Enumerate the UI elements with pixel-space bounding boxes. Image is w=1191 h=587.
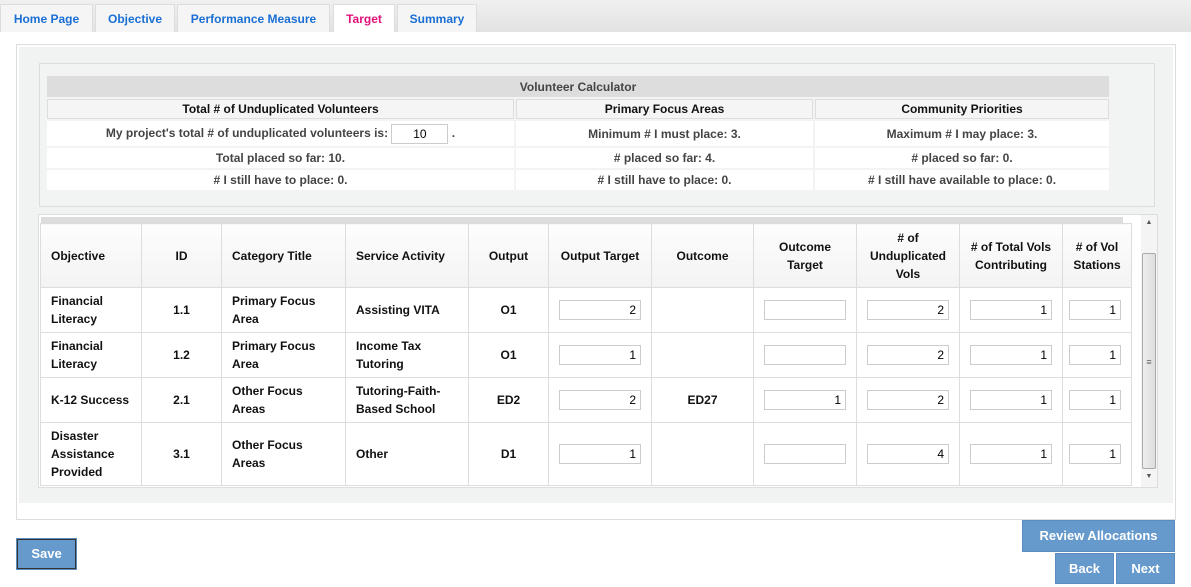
outcome-target-input[interactable] <box>764 444 846 464</box>
community-placed: # placed so far: 0. <box>815 148 1109 168</box>
outcome-cell <box>651 422 754 486</box>
stations-input[interactable] <box>1069 444 1121 464</box>
tab-performance-measure[interactable]: Performance Measure <box>177 4 330 32</box>
output-cell: O1 <box>468 287 549 333</box>
total-vols-input[interactable] <box>970 300 1052 320</box>
primary-placed: # placed so far: 4. <box>516 148 813 168</box>
category-cell: Other Focus Areas <box>221 422 346 486</box>
id-cell: 2.1 <box>141 377 222 423</box>
col-output-target: Output Target <box>548 223 652 288</box>
outcome-cell <box>651 287 754 333</box>
outcome-target-input[interactable] <box>764 300 846 320</box>
unduplicated-input[interactable] <box>867 345 949 365</box>
total-vols-input[interactable] <box>970 345 1052 365</box>
output-cell: O1 <box>468 332 549 378</box>
activity-cell: Other <box>345 422 469 486</box>
vertical-scrollbar[interactable]: ▲ ≡ ▼ <box>1141 215 1157 487</box>
tab-summary[interactable]: Summary <box>397 4 477 32</box>
table-row: K-12 Success 2.1 Other Focus Areas Tutoring… <box>40 377 1132 423</box>
total-vols-input[interactable] <box>970 444 1052 464</box>
category-cell: Primary Focus Area <box>221 287 346 333</box>
id-cell: 1.2 <box>141 332 222 378</box>
activity-cell: Income Tax Tutoring <box>345 332 469 378</box>
total-volunteers-input[interactable] <box>391 123 449 144</box>
total-suffix: . <box>451 125 456 140</box>
id-cell: 3.1 <box>141 422 222 486</box>
header-community-priorities: Community Priorities <box>815 99 1109 119</box>
table-row: Disaster Assistance Provided 3.1 Other Foc… <box>40 422 1132 486</box>
col-total-vols: # of Total Vols Contributing <box>959 223 1063 288</box>
category-cell: Other Focus Areas <box>221 377 346 423</box>
total-placed: Total placed so far: 10. <box>47 148 514 168</box>
table-row: Financial Literacy 1.2 Primary Focus Area I… <box>40 332 1132 378</box>
col-id: ID <box>141 223 222 288</box>
outcome-cell: ED27 <box>651 377 754 423</box>
col-stations: # of Vol Stations <box>1062 223 1132 288</box>
stations-input[interactable] <box>1069 390 1121 410</box>
unduplicated-input[interactable] <box>867 390 949 410</box>
total-vols-input[interactable] <box>970 390 1052 410</box>
community-available: # I still have available to place: 0. <box>815 170 1109 190</box>
scroll-up-icon[interactable]: ▲ <box>1145 219 1153 226</box>
unduplicated-input[interactable] <box>867 444 949 464</box>
review-allocations-button[interactable]: Review Allocations <box>1022 520 1175 552</box>
col-objective: Objective <box>40 223 142 288</box>
scroll-thumb[interactable]: ≡ <box>1142 253 1156 469</box>
output-target-input[interactable] <box>559 300 641 320</box>
id-cell: 1.1 <box>141 287 222 333</box>
stations-input[interactable] <box>1069 345 1121 365</box>
col-outcome: Outcome <box>651 223 754 288</box>
primary-remaining: # I still have to place: 0. <box>516 170 813 190</box>
header-primary-focus: Primary Focus Areas <box>516 99 813 119</box>
save-button[interactable]: Save <box>16 538 77 570</box>
tab-bar: Home Page Objective Performance Measure … <box>0 0 1191 32</box>
col-category: Category Title <box>221 223 346 288</box>
next-button[interactable]: Next <box>1116 553 1175 584</box>
output-cell: ED2 <box>468 377 549 423</box>
calculator-title: Volunteer Calculator <box>47 76 1109 97</box>
total-volunteers-cell: My project's total # of unduplicated vol… <box>47 121 514 146</box>
primary-minimum: Minimum # I must place: 3. <box>516 121 813 146</box>
back-button[interactable]: Back <box>1055 553 1114 584</box>
objective-cell: Financial Literacy <box>40 287 142 333</box>
tab-home-page[interactable]: Home Page <box>0 4 93 32</box>
category-cell: Primary Focus Area <box>221 332 346 378</box>
tab-target[interactable]: Target <box>333 4 395 32</box>
target-grid: Objective ID Category Title Service Acti… <box>38 214 1158 488</box>
col-output: Output <box>468 223 549 288</box>
outcome-target-input[interactable] <box>764 390 846 410</box>
header-unduplicated: Total # of Unduplicated Volunteers <box>47 99 514 119</box>
output-target-input[interactable] <box>559 444 641 464</box>
objective-cell: Disaster Assistance Provided <box>40 422 142 486</box>
unduplicated-input[interactable] <box>867 300 949 320</box>
grid-top-bar <box>41 217 1123 223</box>
output-cell: D1 <box>468 422 549 486</box>
stations-input[interactable] <box>1069 300 1121 320</box>
outcome-target-input[interactable] <box>764 345 846 365</box>
target-table: Objective ID Category Title Service Acti… <box>40 223 1132 486</box>
tab-objective[interactable]: Objective <box>95 4 175 32</box>
col-activity: Service Activity <box>345 223 469 288</box>
community-maximum: Maximum # I may place: 3. <box>815 121 1109 146</box>
volunteer-calculator: Volunteer Calculator Total # of Unduplic… <box>45 74 1111 192</box>
scroll-down-icon[interactable]: ▼ <box>1145 473 1153 480</box>
col-outcome-target: Outcome Target <box>753 223 857 288</box>
total-remaining: # I still have to place: 0. <box>47 170 514 190</box>
total-label: My project's total # of unduplicated vol… <box>105 125 389 140</box>
col-unduplicated: # of Unduplicated Vols <box>856 223 960 288</box>
output-target-input[interactable] <box>559 390 641 410</box>
objective-cell: K-12 Success <box>40 377 142 423</box>
table-row: Financial Literacy 1.1 Primary Focus Area A… <box>40 287 1132 333</box>
activity-cell: Assisting VITA <box>345 287 469 333</box>
outcome-cell <box>651 332 754 378</box>
output-target-input[interactable] <box>559 345 641 365</box>
activity-cell: Tutoring-Faith-Based School <box>345 377 469 423</box>
objective-cell: Financial Literacy <box>40 332 142 378</box>
